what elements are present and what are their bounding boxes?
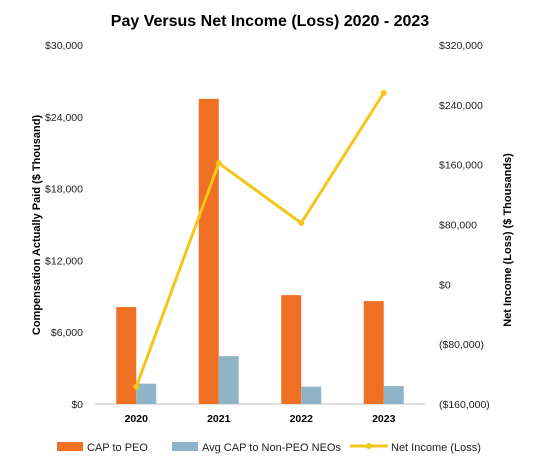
- net-income-point-2023: [380, 89, 387, 96]
- bar-avg-cap-non-peo-2022: [301, 386, 322, 404]
- right-tick-label: ($80,000): [439, 339, 484, 351]
- category-label: 2020: [125, 413, 149, 425]
- left-tick-label: $30,000: [45, 40, 83, 52]
- right-tick-label: $240,000: [439, 100, 483, 112]
- left-tick-label: $24,000: [45, 112, 83, 124]
- net-income-point-2021: [215, 160, 222, 167]
- category-label: 2021: [207, 413, 231, 425]
- net-income-point-2022: [298, 220, 305, 227]
- right-tick-label: $160,000: [439, 160, 483, 172]
- bar-cap-to-peo-2022: [281, 295, 302, 404]
- bar-cap-to-peo-2021: [198, 98, 219, 404]
- right-tick-label: $80,000: [439, 220, 477, 232]
- right-tick-label: $0: [439, 279, 451, 291]
- legend-swatch: [57, 442, 83, 451]
- left-tick-label: $18,000: [45, 184, 83, 196]
- category-label: 2023: [372, 413, 396, 425]
- net-income-line: [134, 92, 386, 388]
- bar-cap-to-peo-2023: [363, 301, 384, 404]
- bar-avg-cap-non-peo-2021: [218, 356, 239, 404]
- legend-swatch: [172, 442, 198, 451]
- left-tick-label: $6,000: [51, 327, 83, 339]
- left-tick-label: $0: [71, 399, 83, 411]
- left-axis-label: Compensation Actually Paid ($ Thousand): [31, 115, 43, 336]
- bar-avg-cap-non-peo-2020: [136, 383, 157, 404]
- right-axis-label: Net Income (Loss) ($ Thousands): [502, 153, 514, 327]
- right-tick-label: $320,000: [439, 40, 483, 52]
- legend-label: Avg CAP to Non-PEO NEOs: [202, 442, 341, 454]
- bar-cap-to-peo-2020: [116, 307, 137, 404]
- chart-title: Pay Versus Net Income (Loss) 2020 - 2023: [111, 13, 429, 30]
- legend-label: Net Income (Loss): [391, 442, 481, 454]
- legend-marker: [366, 443, 372, 449]
- legend: CAP to PEO Avg CAP to Non-PEO NEOs Net Inc…: [57, 442, 481, 454]
- legend-label: CAP to PEO: [87, 442, 148, 454]
- plot-area: $0 $6,000 $12,000 $18,000 $24,000 $30,000 ($16…: [45, 40, 490, 425]
- category-label: 2022: [290, 413, 314, 425]
- net-income-point-2020: [133, 383, 140, 390]
- right-tick-label: ($160,000): [439, 399, 490, 411]
- left-tick-label: $12,000: [45, 255, 83, 267]
- bar-avg-cap-non-peo-2023: [383, 386, 404, 404]
